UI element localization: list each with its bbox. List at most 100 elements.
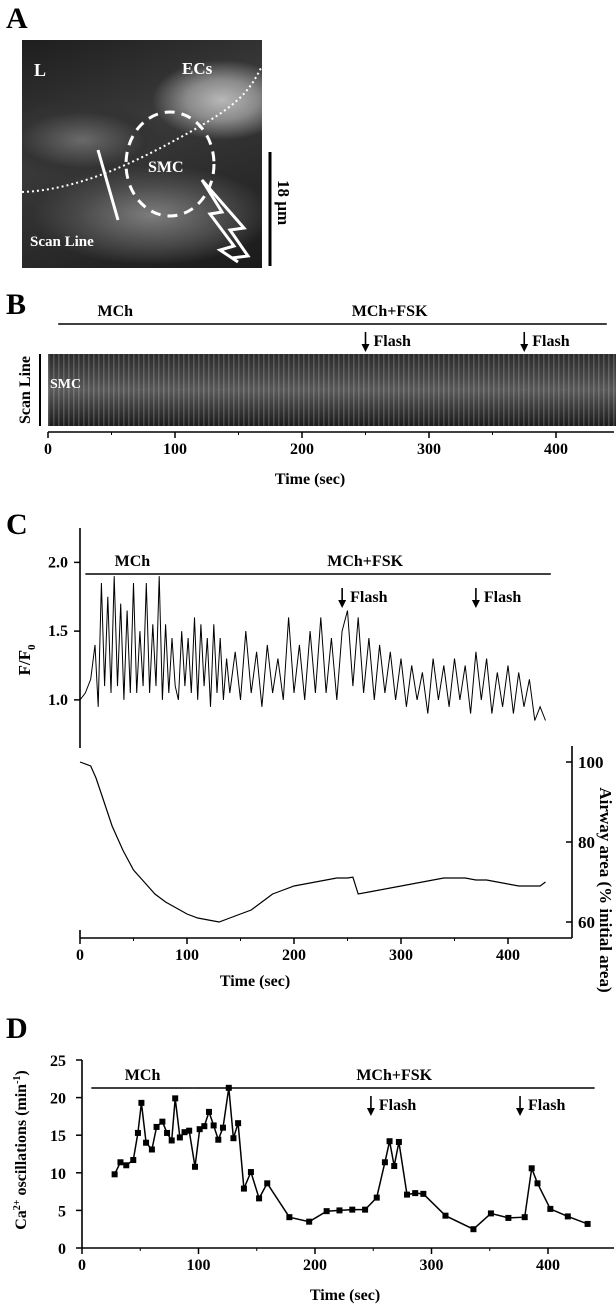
d-data-point — [547, 1205, 554, 1212]
d-data-point — [172, 1095, 179, 1102]
ecs-label: ECs — [182, 59, 213, 78]
c-top-y-tick-label: 1.0 — [48, 692, 68, 709]
d-ylabel-exp: -1 — [12, 1076, 23, 1084]
d-data-point — [148, 1146, 155, 1153]
c-bottom-x-tick-label: 400 — [496, 947, 520, 964]
d-event-label: Flash — [379, 1097, 416, 1114]
kymograph-x-tick-label: 100 — [163, 441, 187, 458]
d-data-point — [186, 1127, 193, 1134]
d-data-point — [470, 1226, 477, 1233]
d-data-point — [181, 1129, 188, 1136]
kymograph-xlabel: Time (sec) — [275, 471, 345, 488]
d-data-point — [404, 1191, 411, 1198]
d-data-point — [153, 1123, 160, 1130]
d-data-point — [230, 1135, 237, 1142]
panel-d-label: D — [6, 1012, 28, 1045]
d-treatment-label: MCh — [125, 1067, 161, 1084]
kymograph-treatment-label: MCh — [98, 303, 134, 320]
d-data-point — [487, 1210, 494, 1217]
d-data-point — [323, 1208, 330, 1215]
panel-b-label: B — [6, 288, 27, 321]
d-data-point — [349, 1206, 356, 1213]
d-ylabel: Ca2+ oscillations (min-1) — [12, 1070, 30, 1230]
kymograph-image — [48, 354, 616, 426]
d-data-point — [336, 1207, 343, 1214]
d-data-point — [528, 1165, 535, 1172]
kymograph-event-arrowhead — [520, 344, 529, 352]
c-top-event-label: Flash — [484, 589, 521, 606]
d-data-point — [111, 1171, 118, 1178]
kymograph-treatment-label: MCh+FSK — [352, 303, 428, 320]
d-data-point — [159, 1118, 166, 1125]
c-top-treatment-label: MCh+FSK — [327, 553, 403, 570]
d-y-tick-label: 5 — [58, 1203, 66, 1220]
kymograph-x-tick-label: 200 — [290, 441, 314, 458]
smc-region-circle — [124, 110, 216, 218]
d-x-tick-label: 0 — [78, 1257, 86, 1274]
d-y-tick-label: 0 — [58, 1241, 66, 1258]
d-ylabel-sup: 2+ — [12, 1199, 23, 1210]
kymograph-x-tick-label: 400 — [544, 441, 568, 458]
c-top-event-arrowhead — [338, 600, 347, 608]
d-data-point — [584, 1220, 591, 1227]
d-data-point — [134, 1129, 141, 1136]
d-y-tick-label: 20 — [50, 1091, 66, 1108]
d-data-point — [219, 1124, 226, 1131]
d-data-point — [225, 1084, 232, 1091]
c-bottom-y-tick-label: 100 — [578, 753, 604, 772]
panel-c-label: C — [6, 508, 28, 541]
c-bottom-y-tick-label: 60 — [578, 913, 595, 932]
c-top-event-arrowhead — [471, 600, 480, 608]
d-data-point — [395, 1138, 402, 1145]
d-data-point — [164, 1129, 171, 1136]
c-bottom-airway-trace — [79, 761, 546, 923]
smc-label: SMC — [148, 159, 184, 176]
c-top-calcium-trace — [79, 576, 546, 721]
c-top-event-label: Flash — [350, 589, 387, 606]
d-x-tick-label: 200 — [303, 1257, 327, 1274]
d-data-point — [130, 1157, 137, 1164]
calcium-and-airway-chart: F/F0 Airway area (% initial area) Time (… — [15, 528, 615, 993]
c-bottom-ylabel: Airway area (% initial area) — [596, 787, 615, 992]
d-y-tick-label: 10 — [50, 1166, 66, 1183]
d-data-point — [143, 1139, 150, 1146]
d-data-point — [564, 1213, 571, 1220]
d-x-tick-label: 300 — [420, 1257, 444, 1274]
d-event-label: Flash — [528, 1097, 565, 1114]
kymograph-event-label: Flash — [532, 333, 569, 350]
d-data-point — [381, 1159, 388, 1166]
d-data-point — [306, 1218, 313, 1225]
boundary-dotted-line — [21, 65, 263, 193]
d-data-point — [123, 1162, 130, 1169]
d-data-point — [386, 1138, 393, 1145]
kymograph-event-arrowhead — [361, 344, 370, 352]
d-x-tick-label: 400 — [536, 1257, 560, 1274]
c-xlabel: Time (sec) — [220, 973, 290, 990]
d-data-point — [420, 1190, 427, 1197]
c-bottom-x-tick-label: 0 — [76, 947, 84, 964]
oscillation-frequency-chart: Ca2+ oscillations (min-1) Time (sec) 0 5 1… — [12, 1053, 614, 1304]
c-top-ylabel-sub: 0 — [26, 644, 38, 650]
d-data-point — [235, 1120, 242, 1127]
d-data-point — [391, 1163, 398, 1170]
d-treatment-label: MCh+FSK — [356, 1067, 432, 1084]
d-event-arrowhead — [516, 1108, 525, 1116]
c-top-y-tick-label: 1.5 — [48, 623, 68, 640]
d-data-point — [521, 1214, 528, 1221]
flash-bolt-icon — [200, 179, 251, 264]
d-ylabel-mid: oscillations (min — [13, 1084, 30, 1200]
d-data-point — [412, 1190, 419, 1197]
d-ylabel-end: ) — [13, 1070, 30, 1075]
lumen-label: L — [34, 60, 46, 80]
d-data-point — [442, 1212, 449, 1219]
d-data-point — [138, 1099, 145, 1106]
d-data-point — [286, 1214, 293, 1221]
d-data-point — [201, 1123, 208, 1130]
c-bottom-x-tick-label: 100 — [175, 947, 199, 964]
scale-label: 18 µm — [274, 180, 293, 225]
kymograph-x-tick-label: 0 — [44, 441, 52, 458]
d-data-point — [362, 1206, 369, 1213]
d-data-point — [192, 1163, 199, 1170]
d-data-point — [176, 1134, 183, 1141]
d-ylabel-ca: Ca — [13, 1210, 30, 1230]
